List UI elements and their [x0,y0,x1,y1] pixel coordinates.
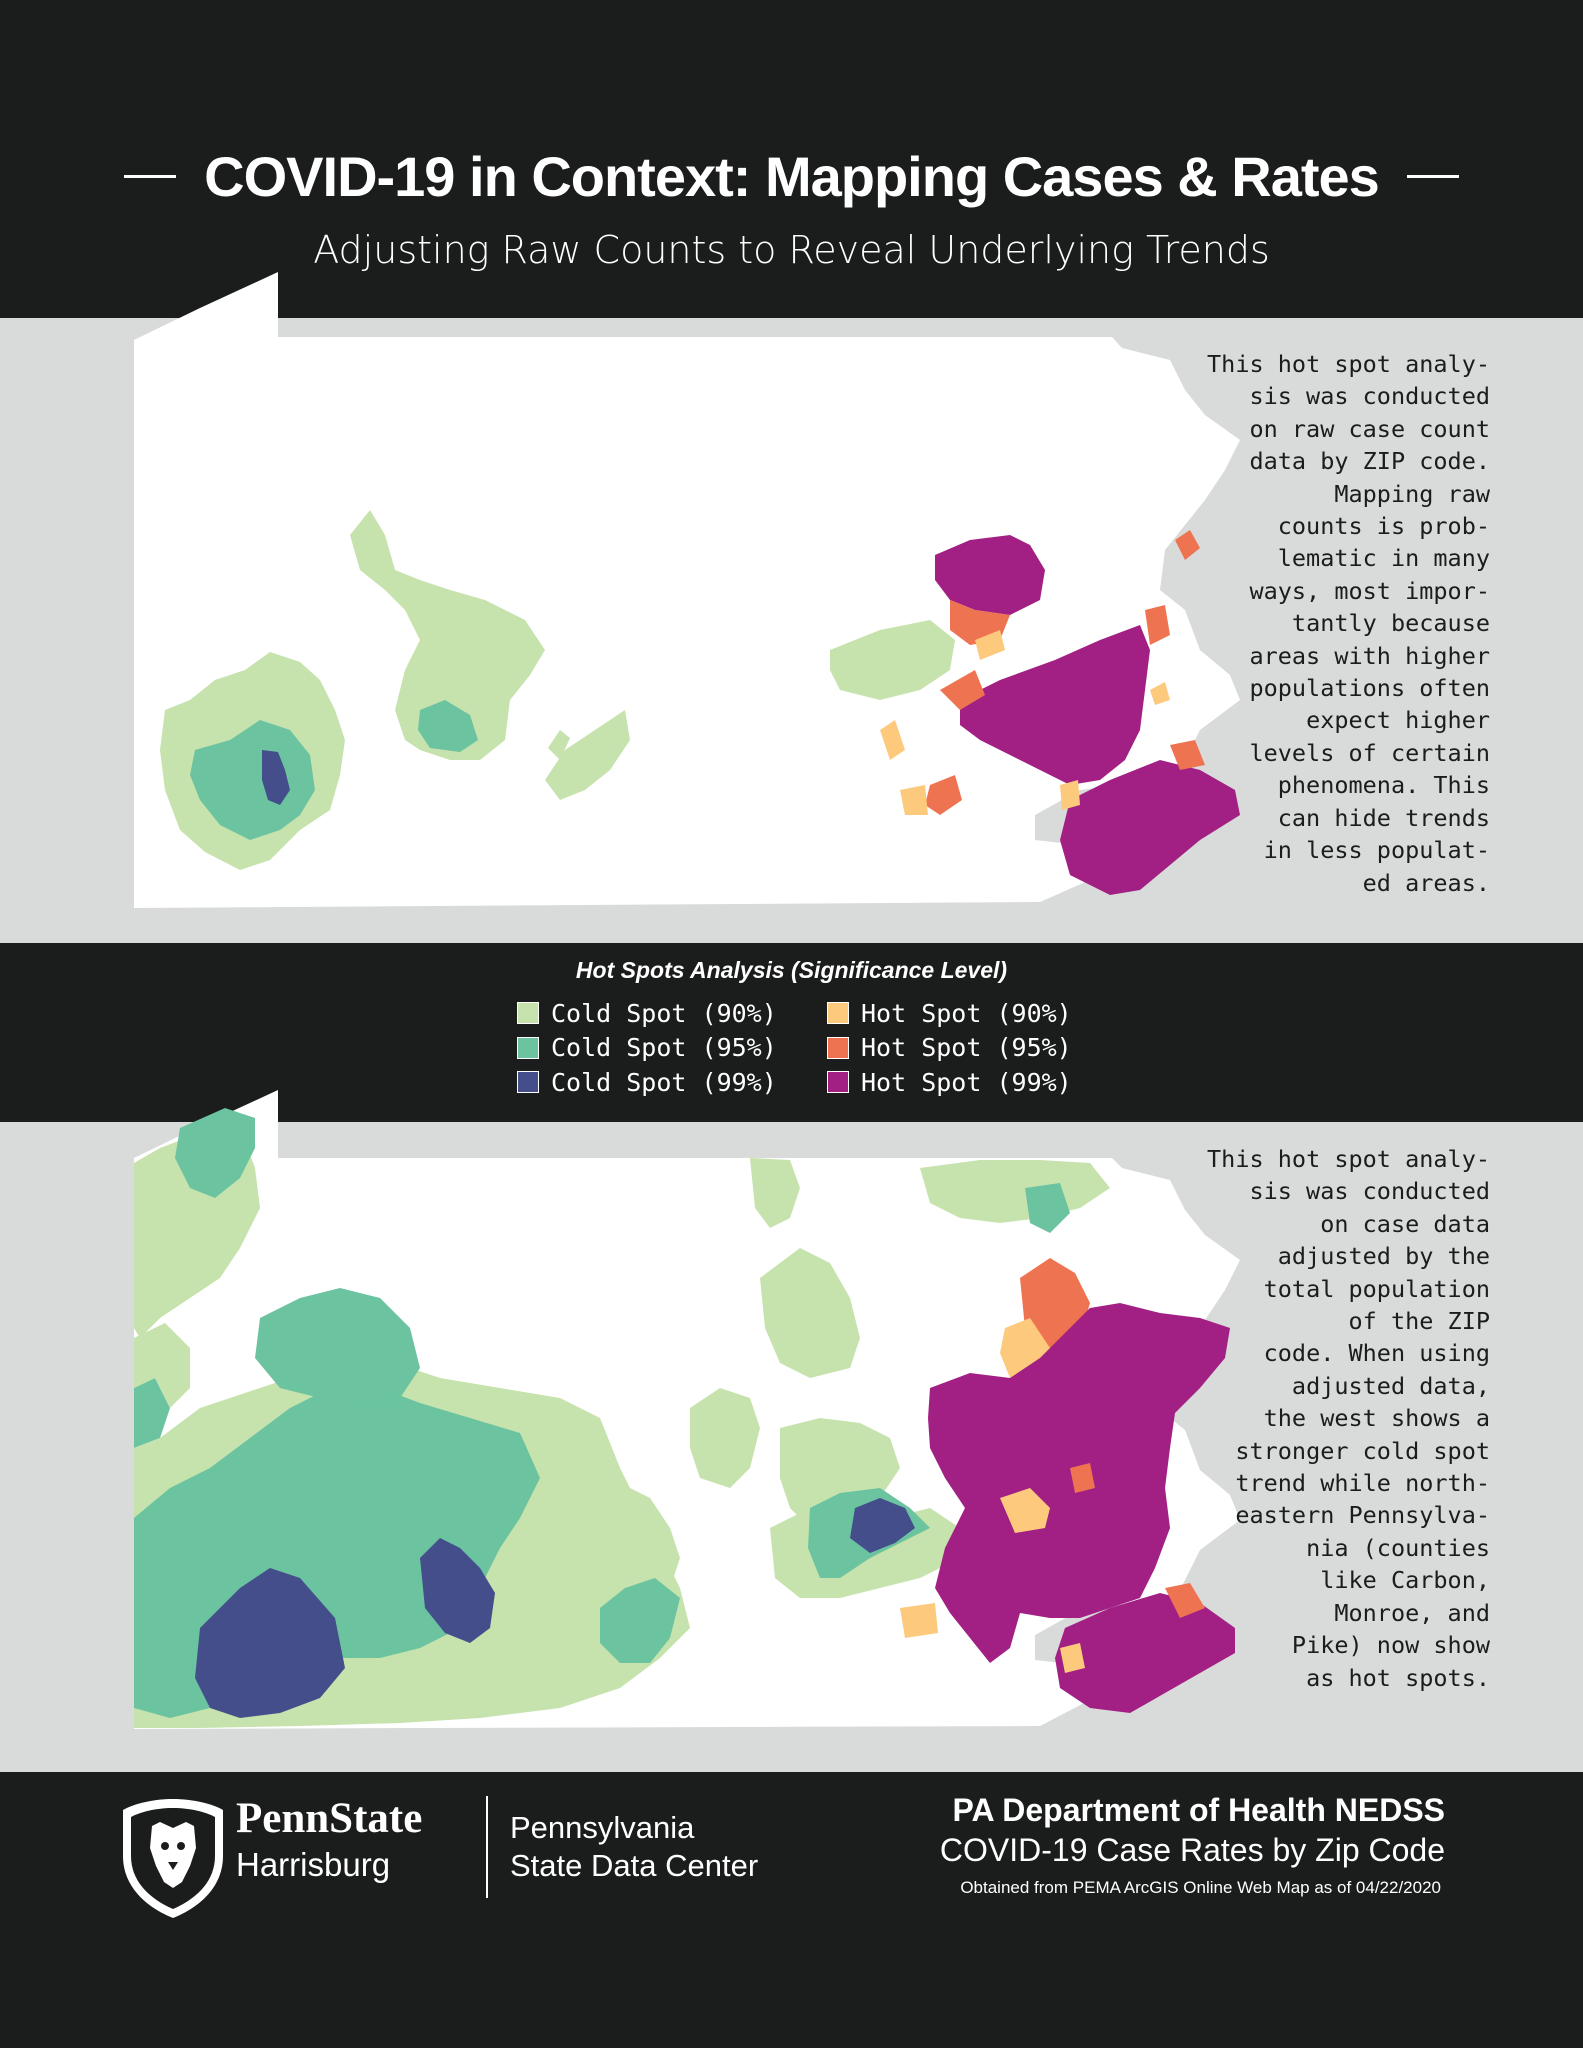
legend-swatch-cold-90 [517,1002,539,1025]
cold-spot-95-central-ridge [600,1578,680,1663]
legend-column-cold: Cold Spot (90%) Cold Spot (95%) Cold Spo… [517,996,777,1100]
hot-spot-90-east-b [900,785,928,815]
cold-spot-99-west [262,750,290,805]
hot-spot-99-southeast-large [1055,1593,1235,1713]
legend-swatch-cold-99 [517,1071,539,1094]
hot-spot-99-southeast [1060,760,1240,895]
legend-item-cold-99: Cold Spot (99%) [517,1065,777,1100]
hot-spot-99-northeast [935,535,1045,615]
caption-raw: This hot spot analy- sis was conducted o… [1207,350,1490,897]
map-raw-counts [134,272,1240,908]
legend-label-cold-90: Cold Spot (90%) [551,998,777,1028]
cold-spot-90-center-east [545,710,630,800]
legend-swatch-hot-99 [827,1071,849,1094]
brand-name: PennState [236,1795,423,1842]
cold-spot-90-center [690,1388,760,1488]
hot-spot-90-east-e [1060,780,1080,810]
cold-spot-90-east [830,620,955,700]
source-note: Obtained from PEMA ArcGIS Online Web Map… [960,1878,1441,1897]
legend-title: Hot Spots Analysis (Significance Level) [575,957,1008,983]
footer: PennState Harrisburg Pennsylvania State … [0,1772,1583,2048]
source-title: PA Department of Health NEDSS [952,1792,1445,1828]
data-center-line2: State Data Center [510,1848,759,1883]
legend-swatch-hot-90 [827,1002,849,1025]
hot-spot-90-east-c [900,1603,938,1638]
map-adjusted-rates [134,1090,1240,1729]
cold-spot-90-ridge [548,730,570,760]
cold-spot-99-central-west [420,1538,495,1643]
hot-spot-95-east-a [940,670,985,710]
legend-item-hot-95: Hot Spot (95%) [827,1031,1072,1066]
title-dash-left [124,174,177,178]
caption-adjusted: This hot spot analy- sis was conducted o… [1207,1145,1490,1692]
hot-spot-95-east-e [1175,530,1200,560]
hot-spot-90-east-c [975,630,1005,660]
cold-spot-90-center-north [760,1248,860,1378]
legend-label-cold-95: Cold Spot (95%) [551,1033,777,1063]
hot-spot-95-east-c [1070,1463,1095,1493]
legend-label-hot-95: Hot Spot (95%) [861,1033,1072,1063]
cold-spot-95-central [418,700,478,752]
title-dash-right [1406,174,1459,178]
cold-spot-95-northwest [175,1108,255,1198]
hot-spot-90-east-a [880,720,905,760]
title-row: COVID-19 in Context: Mapping Cases & Rat… [0,140,1583,212]
legend-item-cold-90: Cold Spot (90%) [517,996,777,1031]
page-title: COVID-19 in Context: Mapping Cases & Rat… [204,144,1380,208]
hot-spot-95-east-b [925,775,962,815]
data-center-line1: Pennsylvania [510,1810,695,1845]
page-subtitle: Adjusting Raw Counts to Reveal Underlyin… [313,228,1270,272]
source-subtitle: COVID-19 Case Rates by Zip Code [939,1832,1445,1868]
cold-spot-90-central [350,510,545,760]
hot-spot-90-east-b [1000,1488,1050,1533]
cold-spot-90-west-edge [134,1323,190,1408]
legend-column-hot: Hot Spot (90%) Hot Spot (95%) Hot Spot (… [827,996,1072,1100]
legend-swatch-hot-95 [827,1036,849,1059]
legend-label-hot-99: Hot Spot (99%) [861,1067,1072,1097]
legend-item-cold-95: Cold Spot (95%) [517,1031,777,1066]
hot-spot-99-east [960,625,1150,785]
pa-state-outline [134,272,1240,908]
legend-swatch-cold-95 [517,1036,539,1059]
legend-item-hot-99: Hot Spot (99%) [827,1065,1072,1100]
hot-spot-95-east-b [1165,1583,1205,1618]
legend-label-hot-90: Hot Spot (90%) [861,998,1072,1028]
hot-spot-95-east-d [1170,740,1205,770]
cold-spot-95-west [190,720,315,840]
hot-spot-95-east-c [1145,605,1170,645]
cold-spot-99-lower-center [850,1498,915,1553]
hot-spot-90-east-d [1150,682,1170,705]
brand-campus: Harrisburg [236,1846,391,1883]
cold-spot-95-west-edge [134,1378,170,1448]
hot-spot-90-east-d [1060,1643,1085,1673]
legend-label-cold-99: Cold Spot (99%) [551,1067,777,1097]
penn-state-shield-logo [123,1799,223,1918]
cold-spot-95-north-east [1025,1183,1070,1233]
cold-spot-90-north-central [750,1158,800,1228]
header: COVID-19 in Context: Mapping Cases & Rat… [0,0,1583,318]
legend: Hot Spots Analysis (Significance Level) … [0,943,1583,1122]
footer-divider [486,1796,488,1898]
cold-spot-99-southwest [195,1568,345,1718]
legend-item-hot-90: Hot Spot (90%) [827,996,1072,1031]
cold-spot-95-west-upper [255,1288,420,1408]
